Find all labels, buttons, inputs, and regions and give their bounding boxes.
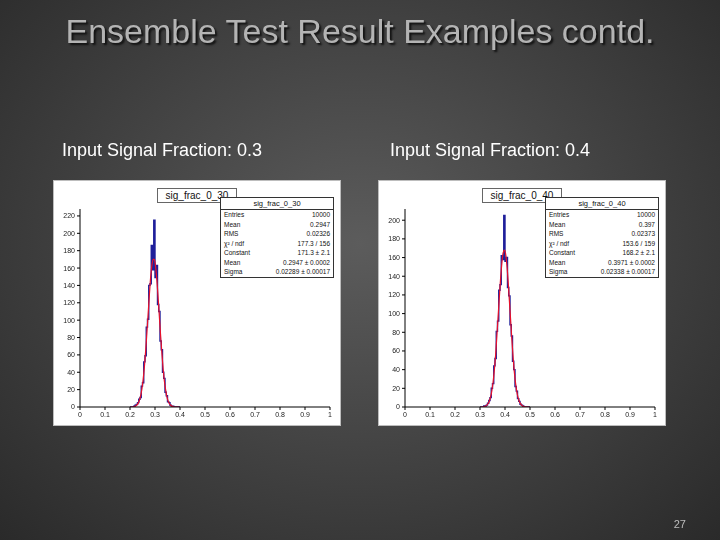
svg-text:0: 0: [78, 411, 82, 418]
svg-text:20: 20: [67, 386, 75, 393]
html-text:RMS: RMS: [549, 230, 564, 237]
svg-text:140: 140: [388, 273, 400, 280]
html-text:10000: 10000: [636, 211, 655, 218]
svg-text:0: 0: [396, 403, 400, 410]
svg-text:80: 80: [67, 334, 75, 341]
html-text:0.2947: 0.2947: [310, 220, 330, 228]
svg-text:80: 80: [392, 329, 400, 336]
svg-text:0.6: 0.6: [225, 411, 235, 418]
svg-text:0.2: 0.2: [125, 411, 135, 418]
html-text:sig_frac_0_40: sig_frac_0_40: [578, 199, 626, 208]
html-text:Ensemble Test Result Examples: Ensemble Test Result Examples contd.: [65, 12, 655, 50]
html-text:153.6 / 159: 153.6 / 159: [622, 239, 655, 247]
svg-text:60: 60: [392, 347, 400, 354]
svg-text:0.6: 0.6: [550, 411, 560, 418]
html-text:Mean: Mean: [224, 258, 241, 266]
svg-text:160: 160: [388, 254, 400, 261]
svg-text:0.7: 0.7: [250, 411, 260, 418]
html-text:RMS: RMS: [224, 230, 239, 237]
html-text:Input Signal Fraction: 0.3: Input Signal Fraction: 0.3: [62, 140, 263, 160]
html-text:171.3 ± 2.1: 171.3 ± 2.1: [297, 249, 330, 256]
html-text:27: 27: [673, 518, 686, 530]
svg-text:0.4: 0.4: [500, 411, 510, 418]
svg-text:0: 0: [403, 411, 407, 418]
html-text:Constant: Constant: [224, 249, 250, 256]
html-text:Entries: Entries: [549, 211, 570, 218]
svg-text:0.7: 0.7: [575, 411, 585, 418]
html-text:0.02373: 0.02373: [631, 230, 655, 237]
svg-text:0.5: 0.5: [525, 411, 535, 418]
svg-text:0.1: 0.1: [425, 411, 435, 418]
html-text:0.02338 ± 0.00017: 0.02338 ± 0.00017: [600, 268, 655, 275]
html-text:Mean: Mean: [549, 258, 566, 266]
html-text:sig_frac_0_30: sig_frac_0_30: [253, 199, 301, 208]
svg-text:120: 120: [388, 291, 400, 298]
svg-text:180: 180: [63, 247, 75, 254]
svg-text:0.9: 0.9: [300, 411, 310, 418]
html-text:0.397: 0.397: [638, 220, 655, 228]
html-text:Sigma: Sigma: [549, 268, 568, 275]
html-text:Mean: Mean: [224, 220, 241, 228]
svg-text:40: 40: [67, 369, 75, 376]
html-text:Constant: Constant: [549, 249, 575, 256]
svg-text:0.8: 0.8: [275, 411, 285, 418]
html-text:sig_frac_0_30: sig_frac_0_30: [165, 190, 229, 201]
html-text:Sigma: Sigma: [224, 268, 243, 275]
svg-text:100: 100: [63, 317, 75, 324]
html-text:χ² / ndf: χ² / ndf: [224, 239, 244, 247]
svg-text:0.4: 0.4: [175, 411, 185, 418]
svg-text:0.5: 0.5: [200, 411, 210, 418]
svg-text:220: 220: [63, 212, 75, 219]
svg-text:0.9: 0.9: [625, 411, 635, 418]
svg-text:1: 1: [653, 411, 657, 418]
svg-text:200: 200: [388, 217, 400, 224]
svg-text:20: 20: [392, 385, 400, 392]
svg-text:0.3: 0.3: [475, 411, 485, 418]
html-text:177.3 / 156: 177.3 / 156: [297, 239, 330, 247]
svg-text:0.2: 0.2: [450, 411, 460, 418]
svg-text:0.1: 0.1: [100, 411, 110, 418]
svg-text:0.3: 0.3: [150, 411, 160, 418]
html-text:χ² / ndf: χ² / ndf: [549, 239, 569, 247]
svg-text:200: 200: [63, 230, 75, 237]
html-text:Mean: Mean: [549, 220, 566, 228]
html-text:10000: 10000: [311, 211, 330, 218]
html-text:0.3971 ± 0.0002: 0.3971 ± 0.0002: [608, 258, 655, 266]
svg-text:120: 120: [63, 299, 75, 306]
svg-text:1: 1: [328, 411, 332, 418]
svg-text:140: 140: [63, 282, 75, 289]
svg-text:160: 160: [63, 265, 75, 272]
html-text:0.02289 ± 0.00017: 0.02289 ± 0.00017: [275, 268, 330, 275]
svg-text:60: 60: [67, 351, 75, 358]
html-text:0.02326: 0.02326: [306, 230, 330, 237]
html-text:Input Signal Fraction: 0.4: Input Signal Fraction: 0.4: [390, 140, 591, 160]
svg-text:40: 40: [392, 366, 400, 373]
html-text:168.2 ± 2.1: 168.2 ± 2.1: [622, 249, 655, 256]
svg-text:0.8: 0.8: [600, 411, 610, 418]
html-text:0.2947 ± 0.0002: 0.2947 ± 0.0002: [283, 258, 330, 266]
svg-text:180: 180: [388, 235, 400, 242]
html-text:Entries: Entries: [224, 211, 245, 218]
html-text:sig_frac_0_40: sig_frac_0_40: [490, 190, 554, 201]
svg-text:100: 100: [388, 310, 400, 317]
svg-text:0: 0: [71, 403, 75, 410]
